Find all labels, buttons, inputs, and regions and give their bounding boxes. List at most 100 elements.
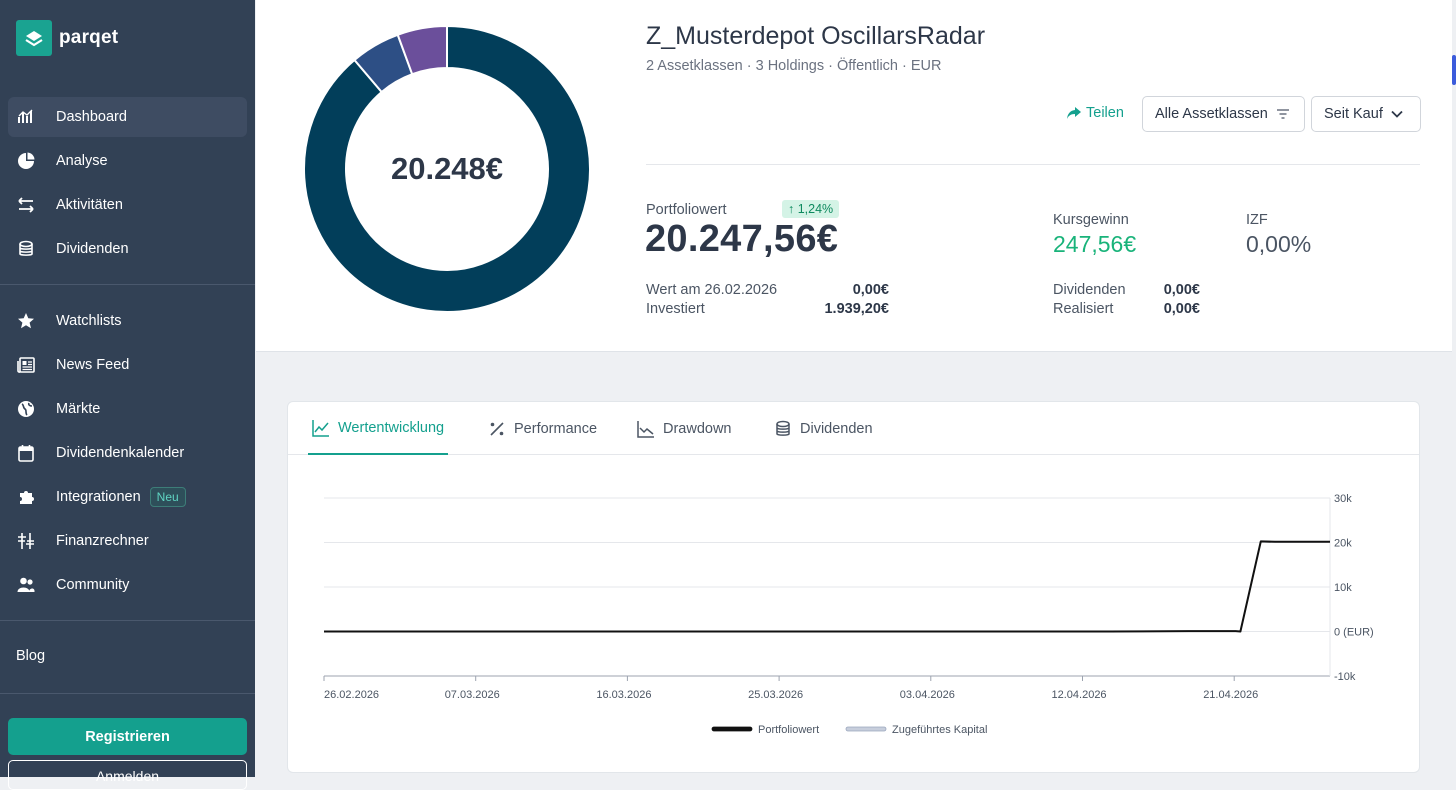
- primary-nav: Dashboard Analyse Aktivitäten Dividenden: [8, 97, 247, 273]
- gain-value: 247,56€: [1053, 231, 1137, 257]
- secondary-nav: Watchlists News Feed Märkte Dividendenka…: [8, 301, 247, 609]
- sidebar-item-aktivitaeten[interactable]: Aktivitäten: [8, 185, 247, 225]
- asset-class-filter[interactable]: Alle Assetklassen: [1142, 96, 1305, 132]
- sidebar-item-finanzrechner[interactable]: Finanzrechner: [8, 521, 247, 561]
- tab-performance[interactable]: Performance: [488, 402, 597, 455]
- coins-icon: [776, 420, 790, 436]
- header-divider: [646, 164, 1420, 165]
- sidebar-item-news-feed[interactable]: News Feed: [8, 345, 247, 385]
- dividends-value: 0,00€: [1163, 282, 1200, 298]
- share-button[interactable]: Teilen: [1066, 105, 1124, 121]
- performance-card: Wertentwicklung Performance Drawdown Div…: [287, 401, 1420, 773]
- sidebar-item-dividenden[interactable]: Dividenden: [8, 229, 247, 269]
- portfolio-header: 20.248€ Z_Musterdepot OscillarsRadar 2 A…: [256, 0, 1452, 352]
- donut-slice-holding-1[interactable]: [303, 24, 591, 313]
- y-tick-label: 10k: [1334, 582, 1352, 594]
- tab-dividenden[interactable]: Dividenden: [774, 402, 873, 455]
- sidebar-item-label: Integrationen: [56, 489, 141, 505]
- allocation-donut[interactable]: 20.248€: [303, 24, 591, 313]
- y-tick-label: 0 (EUR): [1334, 627, 1374, 639]
- sidebar-item-label: Finanzrechner: [56, 533, 149, 549]
- donut-total: 20.248€: [390, 151, 504, 186]
- x-tick-label: 12.04.2026: [1052, 689, 1107, 701]
- x-tick-label: 21.04.2026: [1203, 689, 1258, 701]
- izf-label: IZF: [1246, 212, 1268, 228]
- tab-label: Performance: [514, 420, 598, 437]
- tab-label: Wertentwicklung: [338, 419, 445, 436]
- dashboard-chart-icon: [16, 107, 36, 127]
- y-tick-label: 20k: [1334, 538, 1352, 550]
- portfolio-value-label: Portfoliowert: [646, 202, 727, 218]
- dividends-label: Dividenden: [1053, 282, 1126, 298]
- sidebar-item-community[interactable]: Community: [8, 565, 247, 605]
- sidebar-item-blog[interactable]: Blog: [16, 648, 46, 664]
- share-arrow-icon: [1067, 107, 1081, 119]
- series-line-portfoliowert[interactable]: [324, 540, 1330, 633]
- brand-name: parqet: [59, 27, 119, 48]
- login-button[interactable]: Anmelden: [8, 760, 247, 790]
- portfolio-value: 20.247,56€: [645, 218, 839, 260]
- calendar-icon: [16, 443, 36, 463]
- tab-label: Drawdown: [663, 420, 732, 437]
- sidebar-item-watchlists[interactable]: Watchlists: [8, 301, 247, 341]
- sidebar-divider: [0, 620, 255, 621]
- value-at-label: Wert am 26.02.2026: [646, 282, 778, 298]
- filter-icon: [1276, 109, 1289, 119]
- pie-chart-icon: [16, 151, 36, 171]
- realized-value: 0,00€: [1163, 301, 1200, 317]
- sidebar-item-maerkte[interactable]: Märkte: [8, 389, 247, 429]
- donut-slice-holding-3[interactable]: [396, 24, 448, 76]
- portfolio-title: Z_Musterdepot OscillarsRadar: [646, 22, 986, 50]
- invested-value: 1.939,20€: [824, 301, 889, 317]
- parqet-logo-icon: [16, 20, 52, 56]
- value-chart[interactable]: 30k 20k 10k 0 (EUR) -10k 26.02.2026 07.03.2026…: [288, 456, 1419, 766]
- percent-icon: [490, 421, 504, 436]
- portfolio-subtitle: 2 Assetklassen · 3 Holdings · Öffentlich…: [646, 58, 942, 74]
- sidebar-item-label: Aktivitäten: [56, 197, 123, 213]
- sidebar-divider: [0, 693, 255, 694]
- x-tick-label: 26.02.2026: [324, 689, 379, 701]
- legend-label[interactable]: Zugeführtes Kapital: [892, 724, 987, 736]
- value-change-badge: ↑ 1,24%: [782, 200, 840, 218]
- coins-icon: [16, 239, 36, 259]
- sidebar-item-label: Analyse: [56, 153, 108, 169]
- x-tick-label: 16.03.2026: [596, 689, 651, 701]
- chevron-down-icon: [1391, 110, 1403, 118]
- legend-label[interactable]: Portfoliowert: [758, 724, 819, 736]
- sidebar-item-dividendenkalender[interactable]: Dividendenkalender: [8, 433, 247, 473]
- brand[interactable]: parqet: [16, 20, 118, 56]
- line-chart-icon: [312, 419, 329, 437]
- sidebar-item-integrationen[interactable]: Integrationen Neu: [8, 477, 247, 517]
- tab-wertentwicklung[interactable]: Wertentwicklung: [308, 402, 449, 455]
- arrows-swap-icon: [16, 195, 36, 215]
- globe-icon: [16, 399, 36, 419]
- x-tick-label: 25.03.2026: [748, 689, 803, 701]
- sidebar-item-label: Community: [56, 577, 130, 593]
- legend-swatch[interactable]: [845, 726, 887, 732]
- y-tick-label: -10k: [1334, 671, 1356, 683]
- period-select-value: Seit Kauf: [1324, 106, 1383, 122]
- sidebar-item-label: Märkte: [56, 401, 101, 417]
- izf-value: 0,00%: [1246, 231, 1312, 257]
- sidebar-item-analyse[interactable]: Analyse: [8, 141, 247, 181]
- period-select[interactable]: Seit Kauf: [1311, 96, 1421, 132]
- legend-swatch[interactable]: [711, 726, 753, 732]
- sidebar: parqet Dashboard Analyse Aktivitäten Div…: [0, 0, 255, 790]
- sliders-icon: [16, 531, 36, 551]
- x-tick-label: 03.04.2026: [900, 689, 955, 701]
- x-tick-label: 07.03.2026: [445, 689, 500, 701]
- invested-label: Investiert: [646, 301, 705, 317]
- y-tick-label: 30k: [1334, 493, 1352, 505]
- chart-tabs: Wertentwicklung Performance Drawdown Div…: [288, 402, 1419, 455]
- scrollbar-thumb[interactable]: [1452, 55, 1456, 85]
- tab-drawdown[interactable]: Drawdown: [637, 402, 732, 455]
- register-button[interactable]: Registrieren: [8, 718, 247, 755]
- share-label: Teilen: [1086, 105, 1124, 121]
- sidebar-divider: [0, 284, 255, 285]
- sidebar-item-dashboard[interactable]: Dashboard: [8, 97, 247, 137]
- sidebar-item-label: Dashboard: [56, 109, 127, 125]
- star-icon: [16, 311, 36, 331]
- sidebar-item-label: Watchlists: [56, 313, 122, 329]
- newspaper-icon: [16, 355, 36, 375]
- realized-label: Realisiert: [1053, 301, 1114, 317]
